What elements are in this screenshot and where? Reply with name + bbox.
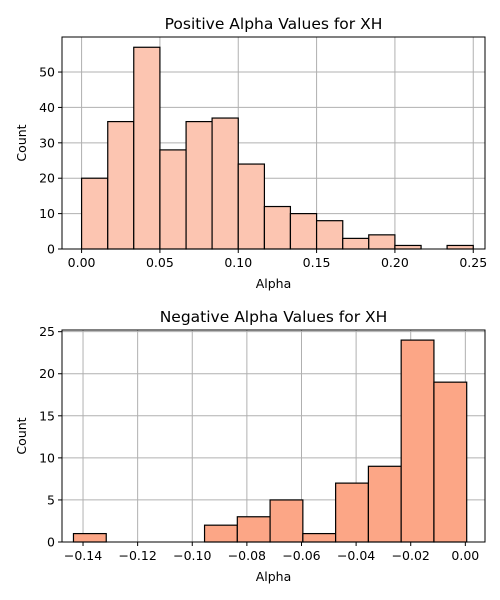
pos-bar-6	[237, 163, 266, 250]
pos-bar-10	[342, 237, 370, 250]
pos-bar-7	[263, 205, 292, 250]
neg-bar-4	[203, 524, 238, 543]
neg-ytick-label-5: 25	[39, 324, 55, 339]
pos-xtick-label-4: 0.20	[381, 255, 409, 270]
neg-bar-10	[400, 339, 435, 543]
neg-bars	[72, 339, 468, 543]
pos-bar-5	[211, 117, 239, 250]
neg-bar-6	[269, 499, 304, 543]
pos-ytick-label-3: 30	[39, 135, 55, 150]
neg-bar-5	[236, 516, 271, 543]
pos-xtick-label-3: 0.15	[303, 255, 331, 270]
neg-ytick-label-2: 10	[39, 450, 55, 465]
pos-bar-1	[107, 120, 135, 250]
pos-y-axis-label: Count	[14, 124, 29, 161]
neg-bar-9	[367, 465, 402, 543]
neg-x-axis-label: Alpha	[256, 569, 292, 584]
pos-xticks: 0.00 0.05 0.10 0.15 0.20 0.25	[68, 249, 487, 270]
neg-bar-8	[335, 482, 369, 543]
pos-bar-9	[315, 220, 344, 250]
neg-xtick-label-7: 0.00	[451, 548, 479, 563]
neg-y-axis-label: Count	[14, 417, 29, 454]
pos-ytick-label-5: 50	[39, 65, 55, 80]
pos-bars	[80, 46, 474, 250]
pos-bar-11	[368, 234, 396, 250]
neg-xtick-label-1: −0.12	[118, 548, 156, 563]
pos-ytick-label-4: 40	[39, 100, 55, 115]
pos-chart-title: Positive Alpha Values for XH	[165, 15, 383, 33]
neg-bar-7	[302, 532, 337, 543]
neg-xtick-label-6: −0.02	[392, 548, 430, 563]
pos-xtick-label-1: 0.05	[146, 255, 174, 270]
pos-bar-3	[159, 149, 187, 250]
pos-x-axis-label: Alpha	[256, 276, 292, 291]
neg-yticks: 0 5 10 15 20 25	[39, 324, 62, 550]
neg-bar-11	[433, 381, 468, 543]
pos-ytick-label-0: 0	[47, 242, 55, 257]
pos-bar-8	[289, 213, 318, 250]
neg-xtick-label-2: −0.10	[173, 548, 211, 563]
neg-xticks: −0.14 −0.12 −0.10 −0.08 −0.06 −0.04 −0.02 0.00	[64, 542, 479, 563]
pos-ytick-label-2: 20	[39, 171, 55, 186]
chart-positive-alpha: 0.00 0.05 0.10 0.15 0.20 0.25 0 10 20 30 40 50 Posit…	[14, 15, 487, 291]
pos-xtick-label-5: 0.25	[459, 255, 487, 270]
neg-ytick-label-3: 15	[39, 408, 55, 423]
neg-plot-frame	[61, 329, 486, 543]
pos-xtick-label-0: 0.00	[68, 255, 96, 270]
neg-chart-title: Negative Alpha Values for XH	[160, 308, 388, 326]
pos-ytick-label-1: 10	[39, 206, 55, 221]
chart-negative-alpha: −0.14 −0.12 −0.10 −0.08 −0.06 −0.04 −0.02 0.00 0…	[14, 308, 486, 584]
neg-ytick-label-4: 20	[39, 366, 55, 381]
neg-ytick-label-0: 0	[47, 535, 55, 550]
neg-xtick-label-3: −0.08	[228, 548, 266, 563]
pos-bar-2	[133, 46, 161, 250]
pos-xtick-label-2: 0.10	[224, 255, 252, 270]
neg-ytick-label-1: 5	[47, 492, 55, 507]
neg-xtick-label-4: −0.06	[282, 548, 320, 563]
neg-xtick-label-5: −0.04	[337, 548, 375, 563]
pos-bar-4	[185, 120, 213, 250]
neg-bar-0	[72, 532, 107, 543]
pos-bar-0	[80, 177, 109, 250]
pos-yticks: 0 10 20 30 40 50	[39, 65, 62, 257]
pos-bar-14	[446, 244, 474, 250]
neg-xtick-label-0: −0.14	[64, 548, 102, 563]
pos-bar-12	[394, 244, 422, 250]
